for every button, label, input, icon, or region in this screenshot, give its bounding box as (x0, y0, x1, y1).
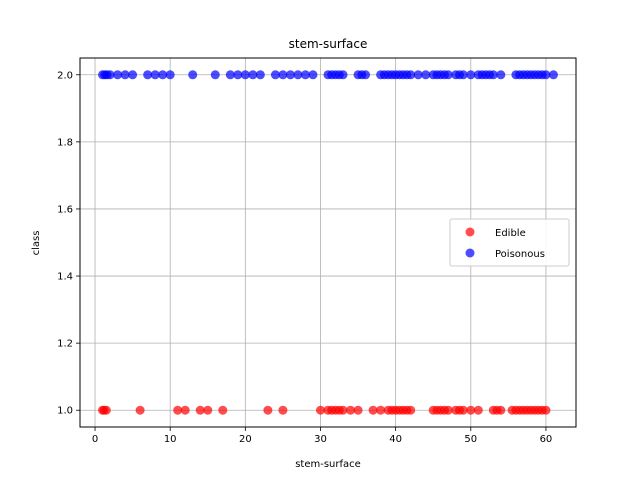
data-point-poisonous (308, 70, 318, 80)
data-point-edible (195, 405, 205, 415)
data-point-edible (496, 405, 506, 415)
data-point-edible (135, 405, 145, 415)
data-point-edible (376, 405, 386, 415)
data-point-poisonous (233, 70, 243, 80)
data-point-poisonous (120, 70, 130, 80)
data-point-poisonous (406, 70, 416, 80)
data-point-poisonous (158, 70, 168, 80)
data-point-edible (203, 405, 213, 415)
data-point-poisonous (128, 70, 138, 80)
x-tick-label: 40 (389, 434, 402, 445)
chart-title: stem-surface (289, 37, 368, 51)
legend-label-edible: Edible (495, 228, 526, 239)
data-point-poisonous (165, 70, 175, 80)
data-point-poisonous (338, 70, 348, 80)
data-point-poisonous (413, 70, 423, 80)
grid (80, 58, 576, 427)
data-point-edible (278, 405, 288, 415)
data-point-edible (406, 405, 416, 415)
y-axis-ticks: 1.0 1.2 1.4 1.6 1.8 2.0 (57, 70, 80, 417)
data-point-poisonous (361, 70, 371, 80)
y-tick-label: 1.0 (57, 406, 73, 417)
data-point-poisonous (150, 70, 160, 80)
data-point-edible (458, 405, 468, 415)
y-axis-label: class (31, 231, 42, 256)
y-tick-label: 1.2 (57, 339, 73, 350)
x-tick-label: 50 (464, 434, 477, 445)
data-point-poisonous (421, 70, 431, 80)
legend-box (449, 218, 570, 267)
data-point-edible (338, 405, 348, 415)
data-point-edible (263, 405, 273, 415)
x-tick-label: 20 (239, 434, 252, 445)
data-point-poisonous (270, 70, 280, 80)
x-tick-label: 60 (540, 434, 553, 445)
data-point-poisonous (458, 70, 468, 80)
plot-area-frame (79, 57, 577, 428)
y-tick-label: 2.0 (57, 70, 73, 81)
data-point-poisonous (143, 70, 153, 80)
data-point-edible (466, 405, 476, 415)
data-point-poisonous (466, 70, 476, 80)
data-point-poisonous (113, 70, 123, 80)
data-point-poisonous (255, 70, 265, 80)
y-tick-label: 1.4 (57, 272, 73, 283)
data-point-poisonous (278, 70, 288, 80)
data-points (98, 70, 558, 415)
legend-marker-poisonous (465, 248, 475, 258)
data-point-edible (443, 405, 453, 415)
data-point-edible (315, 405, 325, 415)
data-point-edible (101, 405, 111, 415)
data-point-edible (368, 405, 378, 415)
legend-label-poisonous: Poisonous (495, 249, 545, 260)
data-point-poisonous (496, 70, 506, 80)
data-point-poisonous (488, 70, 498, 80)
x-tick-label: 30 (314, 434, 327, 445)
y-tick-label: 1.8 (57, 137, 73, 148)
data-point-poisonous (293, 70, 303, 80)
data-point-edible (473, 405, 483, 415)
data-point-poisonous (210, 70, 220, 80)
data-point-poisonous (105, 70, 115, 80)
data-point-edible (346, 405, 356, 415)
data-point-poisonous (548, 70, 558, 80)
data-point-edible (173, 405, 183, 415)
legend-marker-edible (465, 227, 475, 237)
data-point-poisonous (285, 70, 295, 80)
data-point-poisonous (248, 70, 258, 80)
data-point-edible (180, 405, 190, 415)
x-axis-label: stem-surface (295, 459, 361, 470)
data-point-poisonous (225, 70, 235, 80)
x-tick-label: 10 (164, 434, 177, 445)
x-axis-ticks: 0 10 20 30 40 50 60 (92, 427, 552, 445)
data-point-poisonous (240, 70, 250, 80)
y-tick-label: 1.6 (57, 204, 73, 215)
legend: Edible Poisonous (449, 218, 570, 267)
data-point-poisonous (300, 70, 310, 80)
data-point-poisonous (443, 70, 453, 80)
data-point-poisonous (188, 70, 198, 80)
data-point-edible (541, 405, 551, 415)
data-point-edible (218, 405, 228, 415)
data-point-poisonous (541, 70, 551, 80)
data-point-edible (353, 405, 363, 415)
x-tick-label: 0 (92, 434, 98, 445)
